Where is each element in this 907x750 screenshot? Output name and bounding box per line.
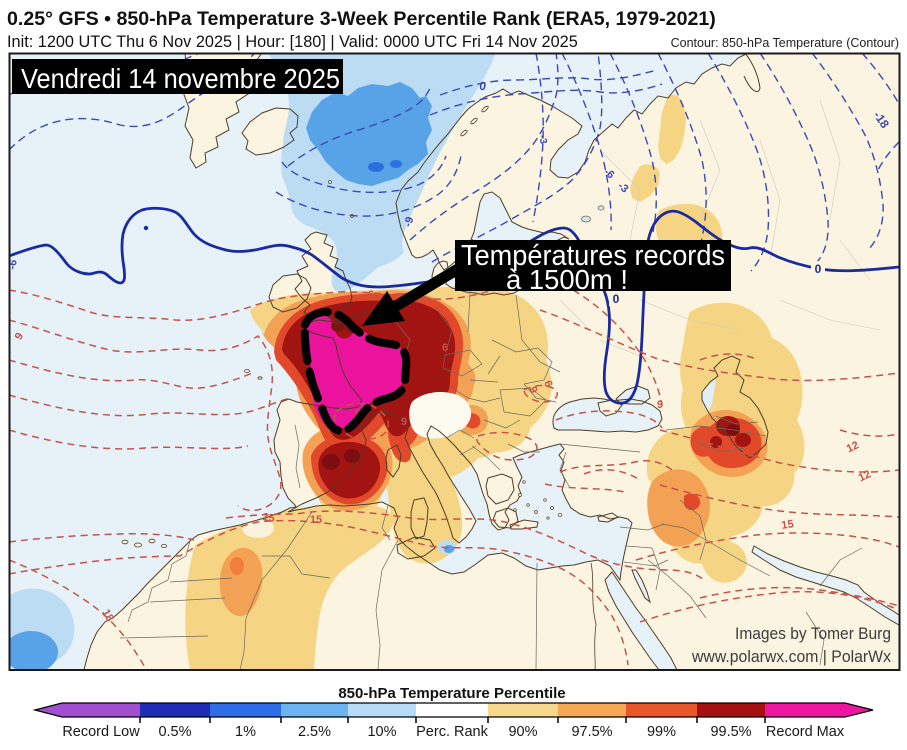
svg-text:Init: 1200 UTC Thu 6 Nov 2025: Init: 1200 UTC Thu 6 Nov 2025 | Hour: [1… [7, 33, 578, 51]
svg-text:99.5%: 99.5% [710, 724, 751, 740]
svg-text:0: 0 [478, 79, 487, 94]
svg-text:Record Low: Record Low [62, 724, 140, 740]
svg-text:-6: -6 [6, 259, 20, 271]
svg-text:6: 6 [541, 379, 554, 389]
svg-text:0.5%: 0.5% [158, 724, 191, 740]
svg-text:6: 6 [442, 342, 448, 354]
svg-text:Perc. Rank: Perc. Rank [416, 724, 488, 740]
svg-text:2.5%: 2.5% [298, 724, 331, 740]
svg-text:-3: -3 [536, 134, 548, 145]
svg-text:Températures records: Températures records [461, 240, 725, 272]
svg-text:-9: -9 [402, 215, 417, 228]
svg-text:Vendredi 14 novembre 2025: Vendredi 14 novembre 2025 [21, 63, 340, 94]
svg-text:18: 18 [99, 607, 116, 624]
svg-text:99%: 99% [647, 724, 676, 740]
svg-text:9: 9 [526, 385, 539, 395]
svg-text:Contour: 850-hPa Temperature (: Contour: 850-hPa Temperature (Contour) [671, 36, 899, 50]
svg-text:9: 9 [13, 331, 26, 342]
svg-text:Images by Tomer Burg: Images by Tomer Burg [735, 625, 891, 643]
svg-text:Record Max: Record Max [766, 724, 845, 740]
svg-text:1%: 1% [235, 724, 256, 740]
svg-text:12: 12 [845, 439, 861, 455]
svg-text:15: 15 [781, 518, 795, 532]
svg-text:850-hPa Temperature Percentile: 850-hPa Temperature Percentile [338, 685, 565, 702]
svg-text:15: 15 [261, 511, 275, 525]
svg-text:10%: 10% [367, 724, 396, 740]
svg-text:12: 12 [857, 468, 873, 484]
svg-text:0.25° GFS • 850-hPa Temperatur: 0.25° GFS • 850-hPa Temperature 3-Week P… [7, 8, 716, 30]
svg-text:à 1500m !: à 1500m ! [506, 264, 628, 295]
svg-text:15: 15 [310, 514, 322, 526]
svg-text:0: 0 [613, 292, 620, 306]
svg-text:www.polarwx.com | PolarWx: www.polarwx.com | PolarWx [691, 648, 892, 666]
svg-text:0: 0 [815, 262, 822, 276]
svg-text:6: 6 [368, 289, 374, 301]
svg-text:97.5%: 97.5% [571, 724, 612, 740]
svg-text:9: 9 [657, 399, 663, 411]
svg-text:9: 9 [401, 416, 407, 428]
svg-text:90%: 90% [508, 724, 537, 740]
